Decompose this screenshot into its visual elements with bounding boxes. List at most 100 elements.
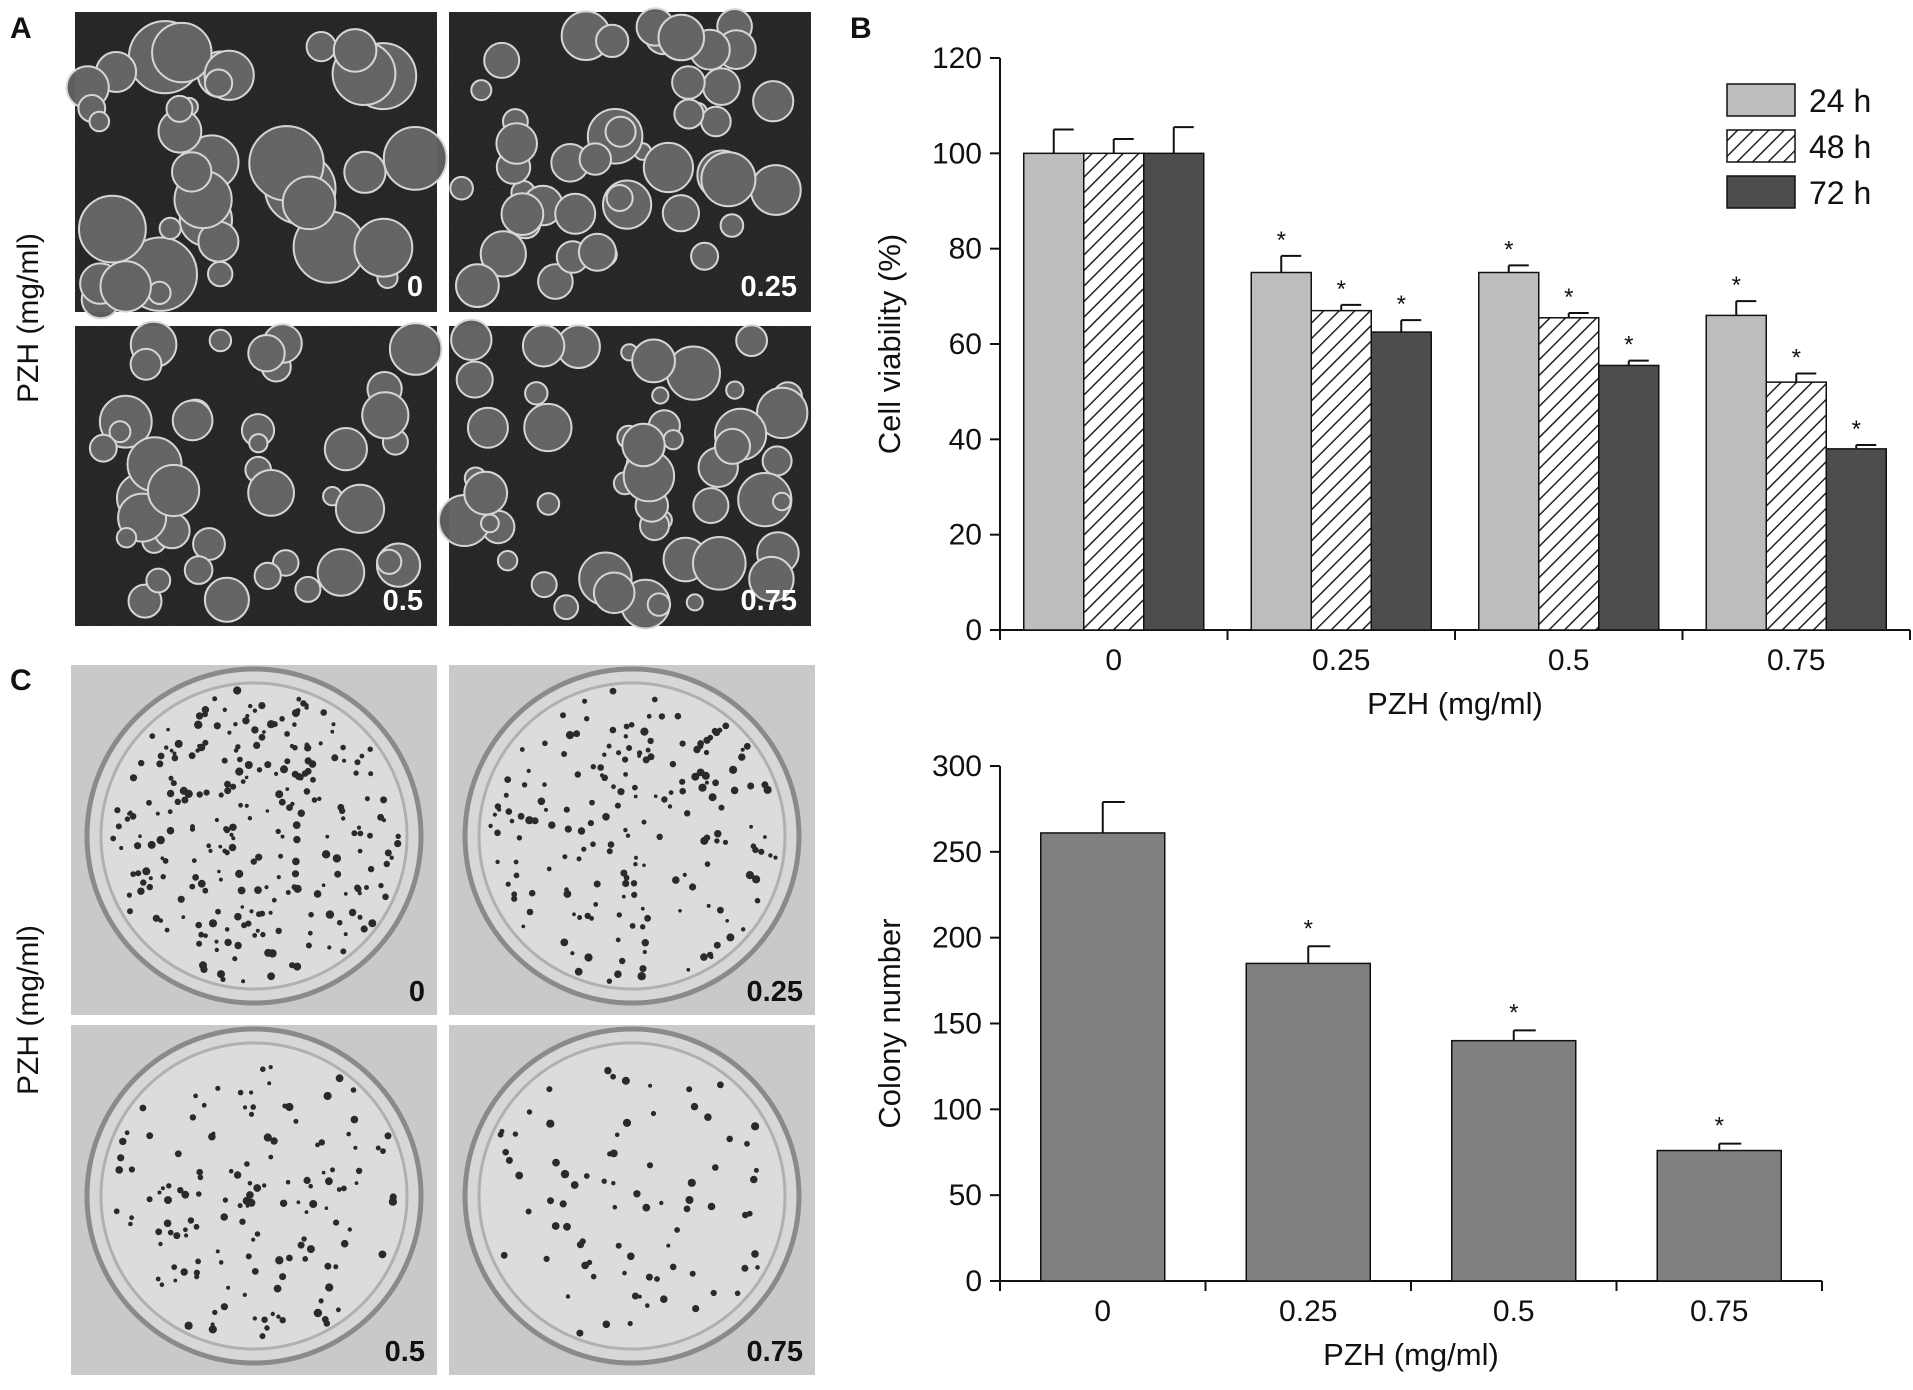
colony-dot bbox=[317, 796, 322, 801]
colony-dot bbox=[730, 786, 739, 795]
colony-dot bbox=[590, 1273, 597, 1280]
colony-dot bbox=[616, 912, 622, 918]
colony-dot bbox=[142, 867, 151, 876]
colony-dot bbox=[717, 727, 723, 733]
colony-dot bbox=[609, 726, 617, 734]
micrograph-texture bbox=[449, 12, 811, 312]
colony-dot bbox=[327, 945, 332, 950]
colony-dot bbox=[619, 957, 626, 965]
colony-dot bbox=[292, 722, 297, 727]
colony-y-tick-label: 0 bbox=[965, 1265, 982, 1298]
colony-dot bbox=[130, 871, 137, 877]
colony-dot bbox=[620, 869, 628, 877]
colony-dot bbox=[623, 827, 628, 833]
colony-dot bbox=[196, 791, 203, 798]
colony-dot bbox=[526, 1109, 533, 1115]
colony-dot bbox=[297, 809, 305, 817]
colony-dot bbox=[245, 1253, 252, 1260]
micrograph-label: 0.5 bbox=[383, 585, 423, 617]
colony-dot bbox=[237, 886, 246, 895]
colony-dot bbox=[308, 1183, 314, 1189]
colony-dot bbox=[654, 1276, 660, 1282]
colony-dot bbox=[183, 1227, 188, 1233]
colony-dot bbox=[255, 853, 263, 861]
colony-dot bbox=[155, 811, 160, 816]
colony-dot bbox=[215, 1249, 220, 1254]
colony-dot bbox=[260, 931, 266, 938]
colony-dot bbox=[334, 870, 342, 878]
colony-dot bbox=[217, 869, 221, 874]
colony-dot bbox=[584, 953, 593, 962]
colony-dot bbox=[546, 1119, 555, 1128]
colony-dot bbox=[286, 1254, 293, 1262]
colony-dot bbox=[364, 796, 370, 802]
viability-x-axis-title: PZH (mg/ml) bbox=[1367, 686, 1543, 721]
colony-bar bbox=[1245, 962, 1371, 1282]
colony-number-chart: 0 50 100 150 200 250 300 0 0.25 0.5 0.75 PZH (mg/ml… bbox=[872, 750, 1823, 1372]
colony-dot bbox=[516, 835, 523, 841]
colony-dot bbox=[260, 1066, 266, 1072]
colony-dot bbox=[157, 1190, 162, 1195]
colony-dot bbox=[208, 919, 218, 928]
colony-dot bbox=[254, 1231, 261, 1237]
colony-dot bbox=[241, 922, 248, 929]
viability-bar bbox=[1143, 152, 1205, 631]
colony-dot bbox=[156, 835, 165, 845]
colony-dot bbox=[679, 740, 686, 747]
colony-dot bbox=[320, 709, 328, 716]
colony-dot bbox=[382, 893, 389, 901]
colony-dot bbox=[215, 908, 221, 915]
colony-dot bbox=[201, 1102, 207, 1108]
colony-dot bbox=[119, 845, 124, 851]
dish-tile: 0.25 bbox=[449, 665, 815, 1015]
colony-dot bbox=[267, 1081, 272, 1086]
colony-dot bbox=[751, 1250, 759, 1258]
colony-dot bbox=[290, 801, 295, 807]
colony-dot bbox=[543, 1255, 550, 1262]
colony-dot bbox=[395, 833, 401, 839]
colony-dot bbox=[615, 1242, 622, 1249]
colony-dot bbox=[324, 1206, 329, 1210]
colony-dot bbox=[587, 820, 595, 827]
colony-dot bbox=[708, 793, 717, 802]
viability-bar bbox=[1478, 271, 1540, 631]
colony-dot bbox=[521, 924, 526, 929]
colony-dot bbox=[129, 774, 138, 782]
colony-dot bbox=[621, 1076, 630, 1085]
micrograph-texture bbox=[449, 326, 811, 626]
colony-dot bbox=[378, 882, 384, 889]
colony-dot bbox=[642, 863, 646, 868]
colony-dot bbox=[741, 927, 746, 932]
colony-dot bbox=[117, 1154, 125, 1162]
colony-dot bbox=[159, 1282, 165, 1287]
colony-dot bbox=[336, 1187, 342, 1192]
colony-dot bbox=[284, 758, 291, 765]
colony-dot bbox=[263, 1133, 272, 1142]
colony-dot bbox=[251, 1268, 259, 1275]
colony-dot bbox=[574, 771, 581, 778]
colony-dot bbox=[240, 905, 245, 909]
colony-dot bbox=[279, 1199, 288, 1208]
viability-significance-marker: * bbox=[1624, 332, 1633, 359]
colony-dot bbox=[633, 794, 638, 799]
colony-dot bbox=[697, 743, 704, 750]
colony-dot bbox=[160, 874, 166, 880]
colony-dot bbox=[729, 765, 738, 774]
colony-dot bbox=[521, 782, 528, 788]
colony-dot bbox=[313, 1308, 323, 1318]
colony-dot bbox=[140, 879, 147, 886]
colony-dot bbox=[325, 1177, 333, 1186]
colony-dot bbox=[198, 931, 205, 938]
colony-dot bbox=[194, 1274, 200, 1280]
colony-dot bbox=[239, 1218, 246, 1225]
colony-dot bbox=[704, 861, 711, 867]
colony-dot bbox=[502, 1148, 510, 1156]
colony-dot bbox=[505, 881, 511, 887]
colony-dot bbox=[246, 1191, 254, 1199]
colony-dot bbox=[305, 942, 312, 949]
colony-dot bbox=[356, 825, 362, 830]
colony-dot bbox=[678, 909, 682, 913]
colony-dot bbox=[303, 1176, 311, 1184]
colony-dot bbox=[222, 1197, 229, 1203]
colony-dot bbox=[357, 914, 363, 920]
